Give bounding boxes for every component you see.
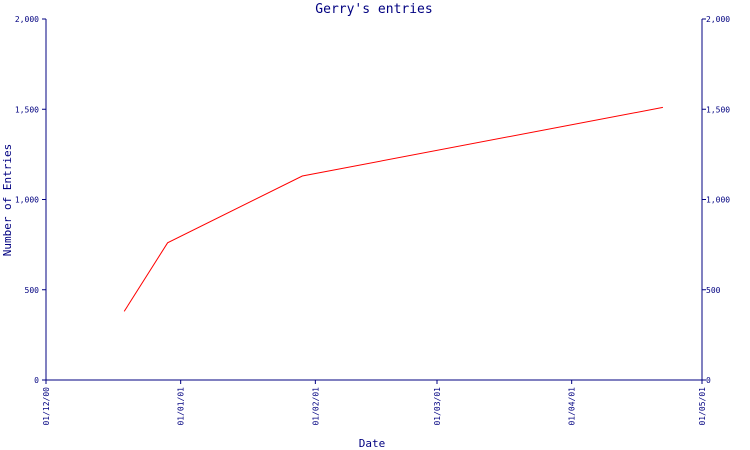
x-ticks: 01/12/00 01/01/01 01/02/01 01/03/01 01/04/01… [42,380,707,426]
y-axis-label: Number of Entries [1,144,14,257]
x-tick-label: 01/03/01 [433,387,442,426]
y-tick-label-right: 2,000 [706,15,730,24]
y-tick-label-right: 1,000 [706,196,730,205]
x-tick-label: 01/04/01 [568,387,577,426]
y-ticks-right: 0 500 1,000 1,500 2,000 [702,15,730,385]
x-axis-label: Date [359,437,386,450]
y-tick-label-right: 1,500 [706,105,730,114]
x-tick-label: 01/12/00 [42,387,51,426]
plot-area [45,19,703,381]
y-tick-label-left: 500 [25,286,40,295]
x-tick-label: 01/02/01 [311,387,320,426]
y-tick-label-left: 2,000 [15,15,39,24]
series-line [123,106,663,312]
y-tick-label-left: 1,500 [15,105,39,114]
y-tick-label-right: 0 [706,376,711,385]
series-layer [123,106,663,312]
x-tick-label: 01/05/01 [698,387,707,426]
y-tick-label-left: 0 [34,376,39,385]
chart-title: Gerry's entries [315,2,432,17]
y-ticks-left: 0 500 1,000 1,500 2,000 [15,15,46,385]
y-tick-label-left: 1,000 [15,196,39,205]
x-tick-label: 01/01/01 [177,387,186,426]
y-tick-label-right: 500 [706,286,721,295]
